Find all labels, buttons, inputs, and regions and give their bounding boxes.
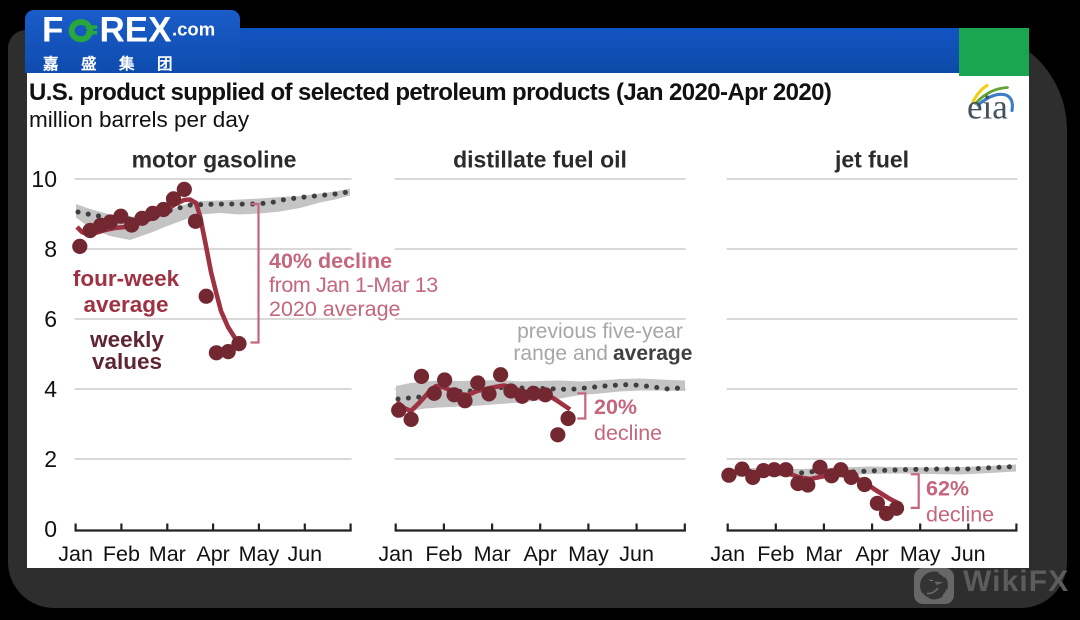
svg-text:May: May bbox=[568, 542, 609, 566]
svg-text:May: May bbox=[900, 542, 941, 566]
svg-text:Jun: Jun bbox=[619, 542, 654, 566]
svg-text:May: May bbox=[239, 542, 280, 566]
svg-text:Mar: Mar bbox=[474, 542, 511, 566]
svg-text:Feb: Feb bbox=[757, 542, 794, 566]
svg-text:2020 average: 2020 average bbox=[269, 297, 401, 321]
svg-text:F: F bbox=[42, 16, 63, 44]
svg-text:4: 4 bbox=[44, 376, 57, 402]
svg-text:Jun: Jun bbox=[951, 542, 986, 566]
svg-text:range and: range and bbox=[513, 342, 608, 365]
svg-text:weekly: weekly bbox=[89, 327, 164, 352]
svg-text:values: values bbox=[92, 349, 162, 374]
svg-text:Mar: Mar bbox=[149, 542, 186, 566]
svg-text:20%: 20% bbox=[594, 395, 637, 419]
svg-text:average: average bbox=[83, 292, 168, 317]
svg-text:Feb: Feb bbox=[425, 542, 462, 566]
svg-text:average: average bbox=[613, 342, 692, 365]
svg-text:motor gasoline: motor gasoline bbox=[132, 147, 297, 173]
svg-text:decline: decline bbox=[926, 502, 994, 526]
svg-text:8: 8 bbox=[44, 236, 57, 262]
svg-text:Jun: Jun bbox=[287, 542, 322, 566]
svg-text:Jan: Jan bbox=[710, 542, 745, 566]
svg-text:62%: 62% bbox=[926, 476, 969, 500]
svg-text:.com: .com bbox=[172, 19, 215, 40]
svg-text:6: 6 bbox=[44, 306, 57, 332]
svg-text:0: 0 bbox=[44, 516, 57, 542]
svg-text:eia: eia bbox=[967, 88, 1008, 127]
svg-text:Mar: Mar bbox=[805, 542, 842, 566]
svg-text:jet fuel: jet fuel bbox=[834, 147, 909, 173]
svg-text:Apr: Apr bbox=[196, 542, 229, 566]
svg-text:from Jan 1-Mar 13: from Jan 1-Mar 13 bbox=[269, 273, 438, 297]
svg-text:10: 10 bbox=[31, 166, 57, 192]
svg-text:Jan: Jan bbox=[378, 542, 413, 566]
svg-text:distillate fuel oil: distillate fuel oil bbox=[453, 147, 627, 173]
svg-text:Feb: Feb bbox=[103, 542, 140, 566]
svg-text:2: 2 bbox=[44, 446, 57, 472]
svg-text:Jan: Jan bbox=[58, 542, 93, 566]
svg-text:40% decline: 40% decline bbox=[269, 249, 392, 273]
svg-text:Apr: Apr bbox=[855, 542, 888, 566]
svg-text:four-week: four-week bbox=[73, 266, 180, 291]
svg-text:previous five-year: previous five-year bbox=[517, 320, 683, 343]
svg-text:Apr: Apr bbox=[523, 542, 556, 566]
svg-text:decline: decline bbox=[594, 421, 662, 445]
svg-text:REX: REX bbox=[100, 16, 173, 44]
